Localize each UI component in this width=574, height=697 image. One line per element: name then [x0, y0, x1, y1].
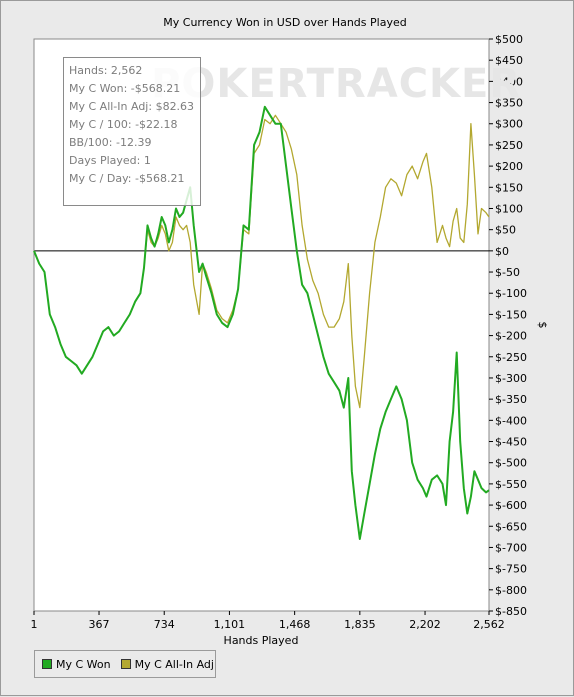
chart-legend: My C Won My C All-In Adj — [34, 650, 216, 678]
y-tick-label: $350 — [495, 97, 523, 110]
y-tick-label: $400 — [495, 75, 523, 88]
tooltip-per-day: My C / Day: -$568.21 — [69, 172, 185, 185]
y-tick-label: $100 — [495, 202, 523, 215]
hover-tooltip: Hands: 2,562 My C Won: -$568.21 My C All… — [63, 57, 201, 206]
y-tick-label: $-800 — [495, 584, 527, 597]
y-axis: $500 $450 $400 $350 $300 $250 $200 $150 $100 $50 $… — [489, 33, 527, 618]
legend-item-allin[interactable]: My C All-In Adj — [120, 657, 214, 671]
x-tick-label: 1,101 — [214, 618, 246, 631]
y-tick-label: $-300 — [495, 372, 527, 385]
y-tick-label: $-50 — [495, 266, 520, 279]
y-tick-label: $-350 — [495, 393, 527, 406]
y-tick-label: $-150 — [495, 308, 527, 321]
y-tick-label: $500 — [495, 33, 523, 46]
tooltip-days: Days Played: 1 — [69, 154, 151, 167]
x-tick-label: 2,202 — [409, 618, 441, 631]
y-tick-label: $-850 — [495, 605, 527, 618]
watermark-logo: POKERTRACKER — [151, 61, 522, 107]
legend-swatch-allin — [120, 659, 131, 669]
y-tick-label: $-450 — [495, 436, 527, 449]
y-tick-label: $-250 — [495, 351, 527, 364]
y-tick-label: $450 — [495, 54, 523, 67]
legend-label-allin: My C All-In Adj — [134, 657, 214, 671]
series-group — [33, 105, 490, 540]
y-tick-label: $0 — [495, 245, 509, 258]
y-tick-label: $-100 — [495, 287, 527, 300]
legend-swatch-won — [42, 659, 52, 669]
x-tick-label: 1 — [31, 618, 38, 631]
tooltip-allin: My C All-In Adj: $82.63 — [69, 100, 195, 113]
series-line-won — [33, 105, 490, 540]
x-axis: 1 367 734 1,101 1,468 1,835 2,202 2,562 — [31, 611, 505, 631]
y-tick-label: $-550 — [495, 478, 527, 491]
tooltip-bb100: BB/100: -12.39 — [69, 136, 152, 149]
tooltip-per100: My C / 100: -$22.18 — [69, 118, 178, 131]
y-tick-label: $-650 — [495, 520, 527, 533]
y-tick-label: $150 — [495, 181, 523, 194]
y-tick-label: $-750 — [495, 563, 527, 576]
y-tick-label: $-600 — [495, 499, 527, 512]
tooltip-won: My C Won: -$568.21 — [69, 82, 181, 95]
x-tick-label: 1,468 — [279, 618, 311, 631]
y-tick-label: $-700 — [495, 541, 527, 554]
legend-item-won[interactable]: My C Won — [42, 658, 111, 671]
y-tick-label: $50 — [495, 224, 516, 237]
tooltip-hands: Hands: 2,562 — [69, 64, 143, 77]
y-tick-label: $200 — [495, 160, 523, 173]
chart-title: My Currency Won in USD over Hands Played — [163, 16, 406, 29]
y-tick-label: $-400 — [495, 414, 527, 427]
x-tick-label: 734 — [154, 618, 175, 631]
legend-label-won: My C Won — [56, 657, 111, 671]
x-tick-label: 367 — [89, 618, 110, 631]
x-axis-label: Hands Played — [224, 634, 299, 647]
x-tick-label: 1,835 — [344, 618, 376, 631]
y-axis-label: $ — [536, 322, 549, 329]
y-tick-label: $-500 — [495, 457, 527, 470]
x-tick-label: 2,562 — [473, 618, 505, 631]
y-tick-label: $-200 — [495, 330, 527, 343]
y-tick-label: $300 — [495, 118, 523, 131]
y-tick-label: $250 — [495, 139, 523, 152]
